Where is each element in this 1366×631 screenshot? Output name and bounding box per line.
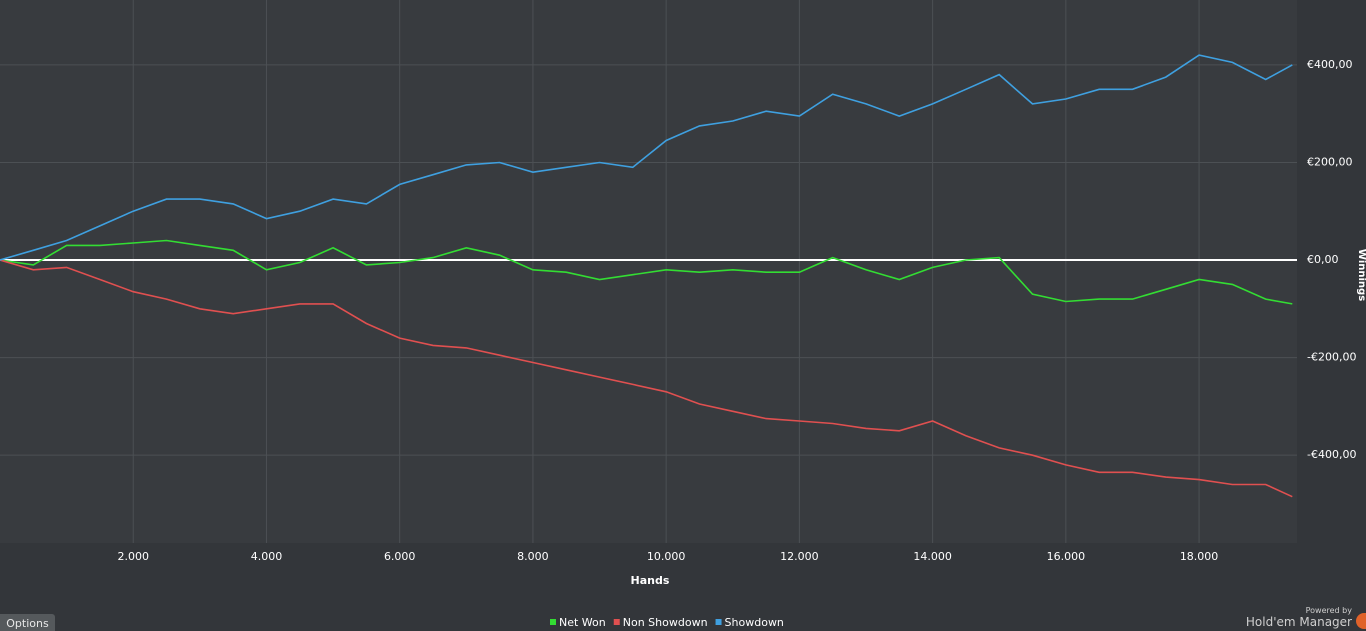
legend-label: Non Showdown	[623, 616, 708, 629]
legend-swatch	[550, 619, 556, 625]
y-tick-label: €400,00	[1307, 58, 1353, 71]
x-tick-label: 4.000	[251, 550, 283, 563]
options-button[interactable]: Options	[0, 614, 55, 631]
legend-swatch	[613, 619, 620, 625]
y-tick-label: €0,00	[1307, 253, 1339, 266]
y-tick-label: €200,00	[1307, 155, 1353, 168]
x-tick-label: 14.000	[913, 550, 952, 563]
series-line	[0, 259, 1293, 498]
x-tick-label: 16.000	[1047, 550, 1086, 563]
y-tick-label: -€200,00	[1307, 351, 1356, 364]
x-tick-label: 6.000	[384, 550, 416, 563]
legend-label: Showdown	[725, 616, 784, 629]
series-line	[0, 54, 1293, 261]
x-tick-label: 18.000	[1180, 550, 1219, 563]
x-tick-label: 10.000	[647, 550, 686, 563]
x-tick-label: 12.000	[780, 550, 819, 563]
series-line	[0, 239, 1293, 305]
legend-label: Net Won	[559, 616, 606, 629]
powered-by: Powered by	[1305, 606, 1352, 615]
plot-area	[0, 0, 1297, 543]
logo	[1356, 613, 1366, 629]
y-axis-label: Winnings	[1356, 249, 1366, 301]
x-axis-label: Hands	[631, 574, 670, 587]
legend-swatch	[715, 619, 722, 625]
x-tick-label: 2.000	[117, 550, 149, 563]
brand-name: Hold'em Manager	[1245, 615, 1352, 629]
y-tick-label: -€400,00	[1307, 448, 1356, 461]
brand: Powered by Hold'em Manager	[1246, 606, 1352, 629]
x-tick-label: 8.000	[517, 550, 549, 563]
